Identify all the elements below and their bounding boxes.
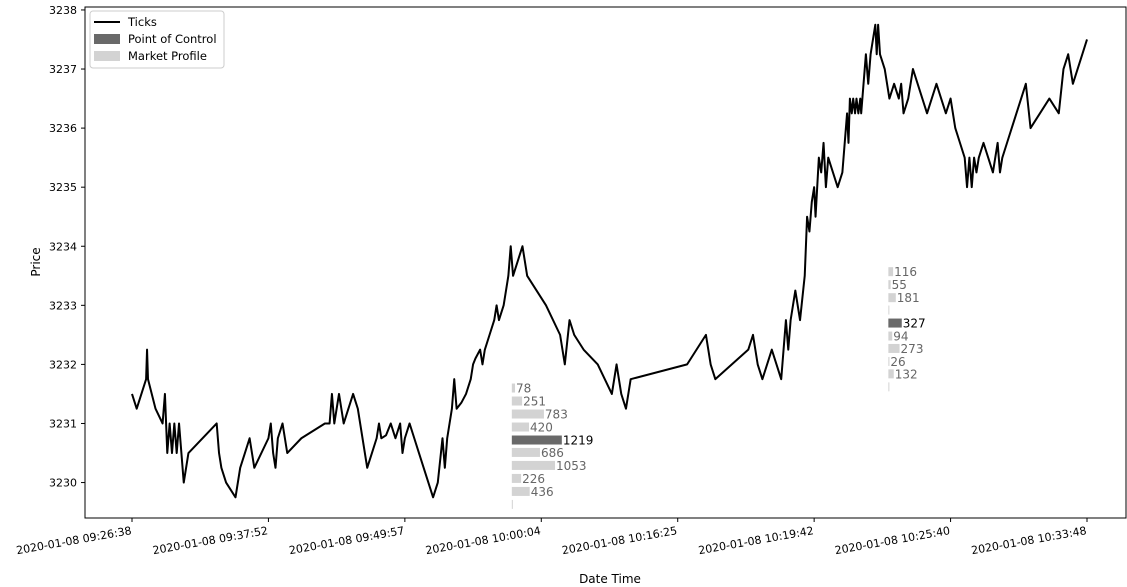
y-tick-label: 3238 <box>49 4 77 17</box>
profile-bar <box>511 396 523 406</box>
plot-frame <box>84 6 1127 519</box>
legend-patch-swatch <box>94 51 120 61</box>
profile-bar-label: 116 <box>894 265 917 279</box>
profile-bar <box>511 409 544 419</box>
profile-bar <box>511 473 522 483</box>
profile-bar <box>888 331 893 341</box>
legend: Ticks Point of Control Market Profile <box>89 10 225 69</box>
x-axis: 2020-01-08 09:26:38 2020-01-08 09:37:52 20… <box>15 518 1088 557</box>
x-tick-label: 2020-01-08 10:33:48 <box>970 524 1087 557</box>
y-axis-title: Price <box>29 247 43 276</box>
profile-bar <box>511 447 540 457</box>
profile-bar <box>511 383 516 393</box>
y-tick-label: 3232 <box>49 358 77 371</box>
x-tick-label: 2020-01-08 10:00:04 <box>424 524 541 557</box>
legend-patch-swatch <box>94 34 120 44</box>
legend-label: Ticks <box>127 15 157 29</box>
y-tick-label: 3234 <box>49 240 77 253</box>
x-tick-label: 2020-01-08 10:16:25 <box>561 524 678 557</box>
x-tick-label: 2020-01-08 10:25:40 <box>834 524 951 557</box>
profile-bar <box>888 356 890 366</box>
profile-bar <box>888 293 896 303</box>
profile-bar <box>888 382 890 392</box>
x-axis-title: Date Time <box>579 572 641 586</box>
profile-bar-label: 327 <box>903 317 926 331</box>
ticks-series <box>131 23 1088 499</box>
profile-bar <box>888 369 894 379</box>
poc-bar <box>888 318 902 328</box>
profile-bar <box>888 267 894 277</box>
profile-bar-label: 251 <box>523 395 546 409</box>
profile-bar-label: 132 <box>895 367 918 381</box>
x-tick-label: 2020-01-08 09:26:38 <box>15 524 132 557</box>
y-tick-label: 3230 <box>49 477 77 490</box>
profile-bar-label: 181 <box>897 291 920 305</box>
profile-bar <box>888 280 891 290</box>
y-tick-label: 3231 <box>49 417 77 430</box>
y-tick-label: 3235 <box>49 181 77 194</box>
profile-bar <box>511 422 530 432</box>
profile-bar-label: 26 <box>890 355 905 369</box>
profile-bar <box>511 486 530 496</box>
profile-bar-label: 1219 <box>563 434 594 448</box>
profile-bar-label: 783 <box>545 408 568 422</box>
profile-bar <box>511 499 513 509</box>
profile-bar <box>888 343 900 353</box>
legend-box <box>89 10 225 69</box>
profile-bar-label: 420 <box>530 421 553 435</box>
y-axis: 3230 3231 3232 3233 3234 3235 3236 3237 3238 <box>49 4 85 490</box>
y-tick-label: 3237 <box>49 63 77 76</box>
x-tick-label: 2020-01-08 09:49:57 <box>288 524 405 557</box>
ticks-line <box>131 23 1088 499</box>
profile-bar <box>888 305 890 315</box>
poc-bar <box>511 435 562 445</box>
x-tick-label: 2020-01-08 10:19:42 <box>697 524 814 557</box>
profile-bar <box>511 460 556 470</box>
profile-bar-label: 273 <box>901 342 924 356</box>
profile-bar-label: 436 <box>531 485 554 499</box>
profile-bar-label: 226 <box>522 472 545 486</box>
profile-bar-label: 686 <box>541 446 564 460</box>
profile-bar-label: 55 <box>892 278 907 292</box>
legend-label: Market Profile <box>128 49 207 63</box>
legend-label: Point of Control <box>128 32 217 46</box>
x-tick-label: 2020-01-08 09:37:52 <box>152 524 269 557</box>
profile-bar-label: 94 <box>893 330 908 344</box>
y-tick-label: 3233 <box>49 299 77 312</box>
profile-bar-label: 78 <box>516 382 531 396</box>
profile-bar-label: 1053 <box>556 459 587 473</box>
y-tick-label: 3236 <box>49 122 77 135</box>
